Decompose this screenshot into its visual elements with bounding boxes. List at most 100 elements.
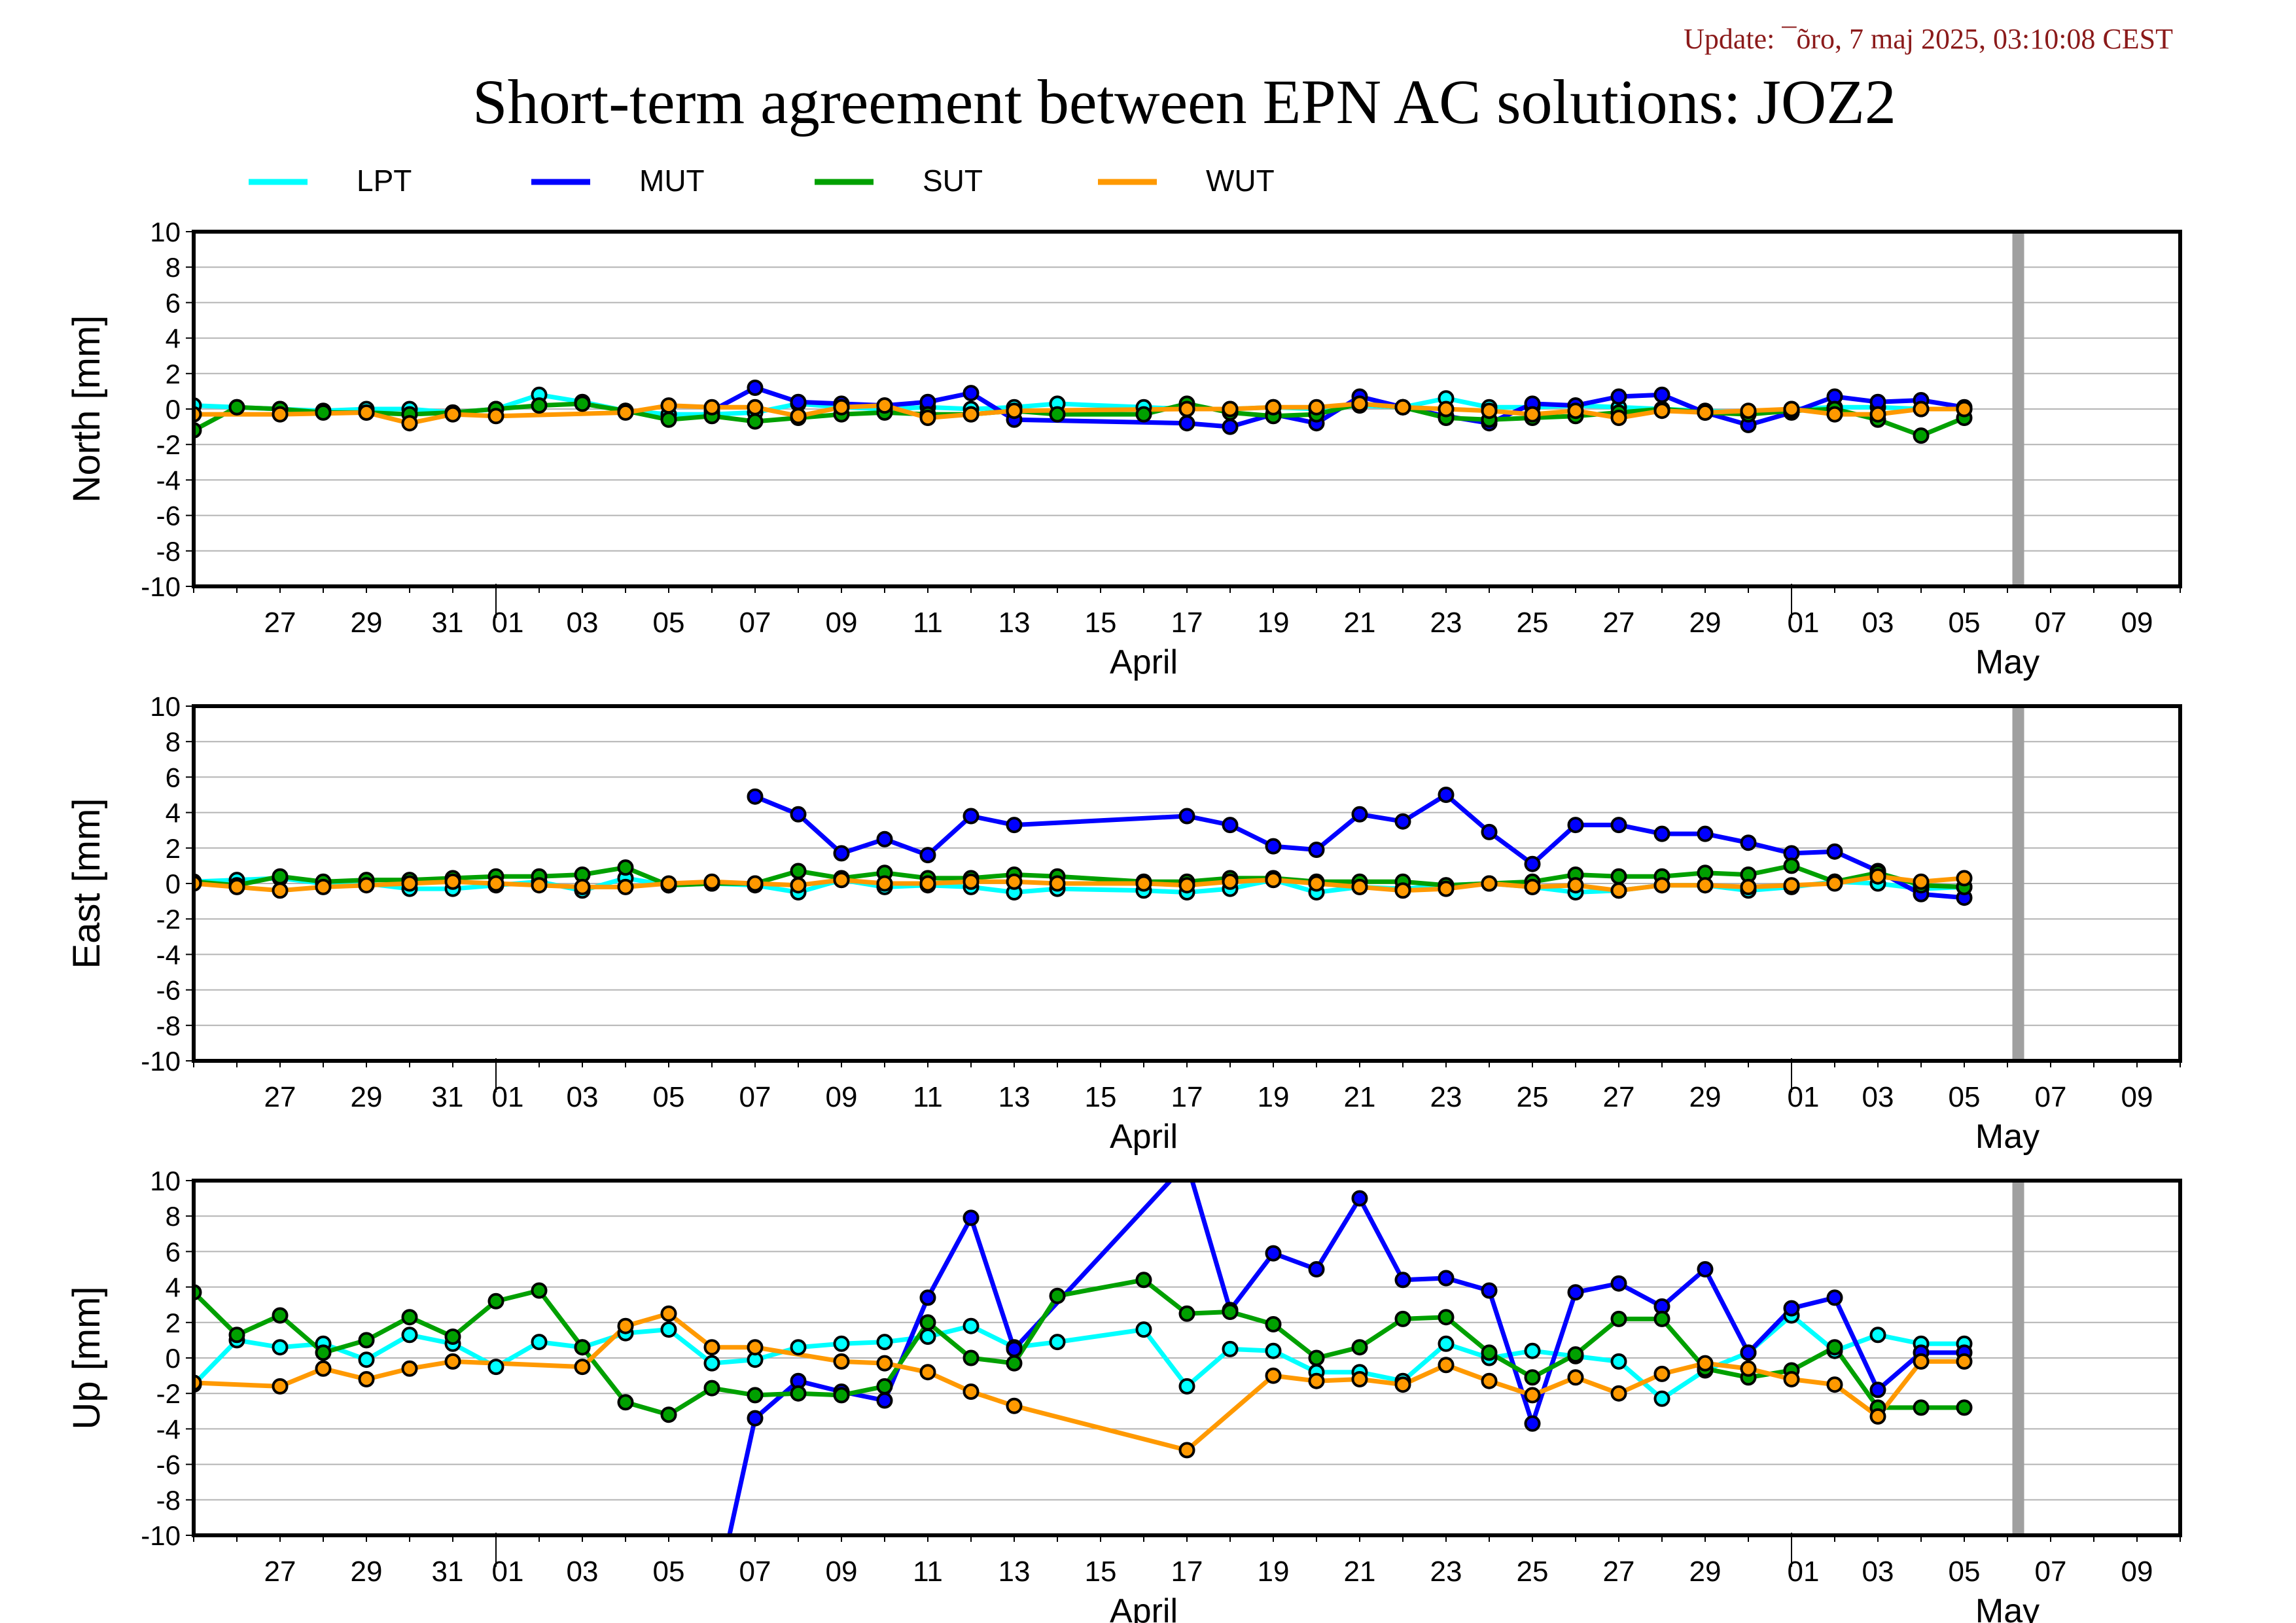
data-point-mut — [919, 847, 936, 864]
data-point-wut — [963, 1383, 980, 1400]
y-tick-label: 8 — [166, 252, 181, 283]
x-tick-label: 01 — [492, 1556, 524, 1588]
x-tick-label: 15 — [1085, 1556, 1117, 1588]
today-marker — [2012, 1181, 2024, 1535]
data-point-wut — [444, 406, 461, 423]
data-point-wut — [1653, 402, 1670, 419]
data-point-wut — [1956, 401, 1973, 418]
data-point-wut — [401, 1360, 418, 1377]
x-tick-label: 17 — [1171, 1556, 1203, 1588]
data-point-wut — [617, 878, 634, 895]
data-point-wut — [1265, 1367, 1282, 1384]
data-point-wut — [790, 408, 807, 425]
data-point-sut — [1265, 1316, 1282, 1332]
x-tick-label: 23 — [1430, 1081, 1462, 1113]
series-group — [194, 380, 1973, 444]
data-point-sut — [487, 1293, 504, 1310]
data-point-wut — [963, 873, 980, 890]
data-point-mut — [1481, 823, 1498, 840]
data-point-sut — [790, 863, 807, 880]
month-label-april: April — [1110, 1592, 1178, 1623]
data-point-wut — [790, 877, 807, 894]
x-tick-label: 05 — [1949, 607, 1981, 639]
y-tick-label: 0 — [166, 868, 181, 899]
y-tick-label: 2 — [166, 359, 181, 389]
x-tick-label: 05 — [653, 1081, 685, 1113]
x-tick-label: 09 — [2121, 1081, 2153, 1113]
legend: LPT MUT SUT WUT — [249, 164, 1275, 198]
data-point-mut — [833, 845, 850, 862]
data-point-mut — [1438, 787, 1455, 803]
x-tick-label: 29 — [351, 1081, 383, 1113]
y-tick-label: 10 — [150, 691, 181, 722]
x-tick-label: 27 — [1603, 607, 1635, 639]
y-tick-label: -6 — [156, 501, 181, 531]
data-point-sut — [272, 868, 289, 885]
y-tick-label: 2 — [166, 1308, 181, 1338]
y-axis-label: Up [mm] — [65, 1286, 108, 1429]
x-tick-label: 01 — [1788, 1556, 1820, 1588]
y-tick-label: 10 — [150, 1166, 181, 1196]
y-tick-label: -2 — [156, 1378, 181, 1409]
data-point-wut — [1956, 870, 1973, 887]
data-point-wut — [1869, 868, 1886, 885]
data-point-wut — [1567, 877, 1584, 894]
data-point-sut — [876, 1378, 893, 1395]
data-point-sut — [747, 413, 764, 430]
x-tick-label: 07 — [2035, 607, 2067, 639]
data-point-mut — [1610, 1275, 1627, 1292]
data-point-lpt — [790, 1339, 807, 1356]
data-point-sut — [1135, 406, 1152, 423]
y-tick-label: 4 — [166, 798, 181, 829]
data-point-wut — [444, 1353, 461, 1370]
data-point-mut — [1567, 817, 1584, 834]
data-point-wut — [358, 404, 375, 421]
data-point-wut — [703, 873, 720, 890]
data-point-mut — [963, 1209, 980, 1226]
x-tick-label: 07 — [739, 607, 771, 639]
x-tick-label: 03 — [1862, 607, 1894, 639]
data-point-sut — [1222, 1304, 1239, 1320]
x-tick-label: 11 — [913, 1556, 943, 1588]
y-tick-label: 6 — [166, 287, 181, 318]
y-tick-label: -10 — [141, 1046, 181, 1077]
data-point-mut — [1869, 1382, 1886, 1399]
data-point-wut — [1524, 878, 1541, 895]
data-point-lpt — [358, 1351, 375, 1368]
data-point-wut — [1178, 1442, 1195, 1459]
x-tick-label: 17 — [1171, 607, 1203, 639]
data-point-wut — [1222, 401, 1239, 418]
data-point-wut — [919, 410, 936, 426]
x-tick-label: 01 — [492, 1081, 524, 1113]
x-tick-label: 09 — [826, 1556, 858, 1588]
data-point-sut — [444, 1329, 461, 1345]
y-tick-label: -10 — [141, 571, 181, 602]
x-tick-label: 15 — [1085, 607, 1117, 639]
data-point-mut — [876, 830, 893, 847]
x-tick-label: 29 — [1689, 1081, 1722, 1113]
x-tick-label: 21 — [1344, 1081, 1376, 1113]
panel-3: 10 8 6 4 2 0 -2 -4 -6 -8 -10 Up [mm] 27 29 31 01 03 05 07 0… — [65, 1166, 2182, 1623]
data-point-wut — [1956, 1353, 1973, 1370]
panel-2: 10 8 6 4 2 0 -2 -4 -6 -8 -10 East [mm] 27 29 31 01 03 05 0… — [65, 691, 2182, 1156]
data-point-wut — [660, 1305, 677, 1322]
data-point-sut — [963, 1349, 980, 1366]
data-point-wut — [1394, 882, 1411, 899]
data-point-mut — [747, 788, 764, 805]
data-point-mut — [963, 385, 980, 402]
data-point-wut — [1783, 877, 1800, 894]
x-tick-label: 23 — [1430, 607, 1462, 639]
x-tick-label: 07 — [2035, 1556, 2067, 1588]
data-point-sut — [1351, 1339, 1368, 1356]
data-point-wut — [272, 1378, 289, 1395]
data-point-sut — [574, 1339, 591, 1356]
data-point-wut — [574, 878, 591, 895]
data-point-mut — [1826, 843, 1843, 860]
data-point-wut — [1826, 1376, 1843, 1393]
x-tick-label: 25 — [1517, 1556, 1549, 1588]
data-point-lpt — [1869, 1327, 1886, 1344]
data-point-wut — [1913, 873, 1930, 890]
series-line-wut — [194, 1311, 1964, 1453]
x-tick-label: 05 — [1949, 1081, 1981, 1113]
data-point-wut — [272, 406, 289, 423]
